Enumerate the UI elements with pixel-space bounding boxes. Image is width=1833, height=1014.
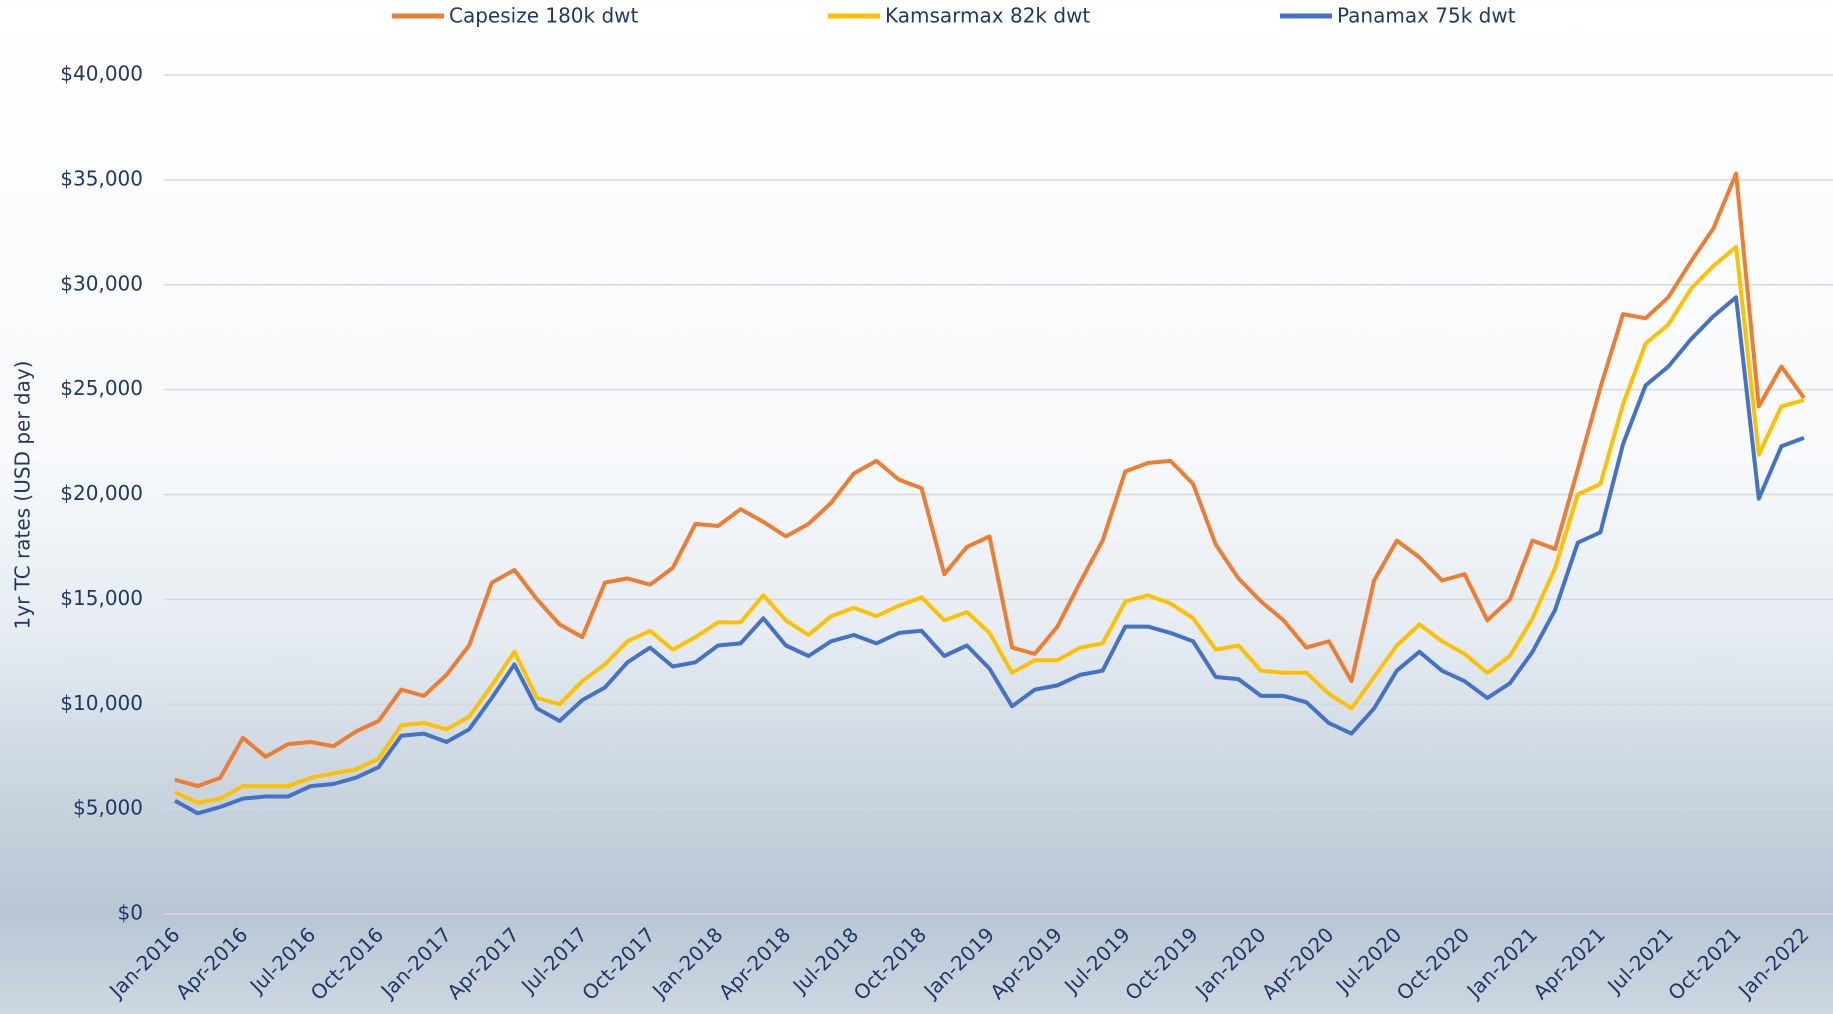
x-tick-label: Apr-2021 — [1528, 923, 1610, 1005]
y-tick-label: $15,000 — [60, 586, 143, 610]
x-tick-label: Jan-2017 — [375, 923, 456, 1004]
x-tick-label: Jan-2020 — [1189, 923, 1270, 1004]
x-tick-label: Oct-2020 — [1392, 923, 1475, 1006]
y-tick-label: $25,000 — [60, 376, 143, 400]
series-line — [175, 247, 1804, 803]
y-tick-label: $35,000 — [60, 166, 143, 190]
page: {"chart_data": {"type": "line", "y_label… — [0, 0, 1833, 1014]
chart: 1yr TC rates (USD per day) $0 $5,000 $10,0… — [0, 0, 1833, 1014]
x-tick-label: Jan-2018 — [646, 923, 727, 1004]
x-tick-label: Oct-2018 — [849, 923, 932, 1006]
y-axis-label: 1yr TC rates (USD per day) — [11, 361, 35, 630]
x-tick-label: Apr-2017 — [442, 923, 524, 1005]
x-tick-label: Jan-2019 — [918, 923, 999, 1004]
x-tick-label: Oct-2017 — [577, 923, 660, 1006]
y-tick-label: $10,000 — [60, 691, 143, 715]
x-tick-label: Apr-2018 — [714, 923, 796, 1005]
x-tick-label: Jan-2016 — [103, 923, 184, 1004]
legend-label: Capesize 180k dwt — [449, 4, 639, 28]
legend-label: Panamax 75k dwt — [1337, 4, 1516, 28]
x-tick-label: Apr-2019 — [985, 923, 1067, 1005]
y-tick-label: $0 — [118, 901, 143, 925]
x-tick-label: Oct-2016 — [306, 923, 389, 1006]
x-tick-label: Jan-2022 — [1732, 923, 1813, 1004]
legend-label: Kamsarmax 82k dwt — [885, 4, 1090, 28]
y-tick-label: $30,000 — [60, 271, 143, 295]
x-tick-label: Apr-2020 — [1257, 923, 1339, 1005]
x-tick-label: Oct-2019 — [1120, 923, 1203, 1006]
y-tick-label: $20,000 — [60, 481, 143, 505]
x-tick-label: Oct-2021 — [1663, 923, 1746, 1006]
series-line — [175, 174, 1804, 787]
x-tick-label: Jan-2021 — [1461, 923, 1542, 1004]
y-tick-label: $40,000 — [60, 62, 143, 86]
x-tick-label: Apr-2016 — [171, 923, 253, 1005]
y-tick-label: $5,000 — [73, 796, 143, 820]
